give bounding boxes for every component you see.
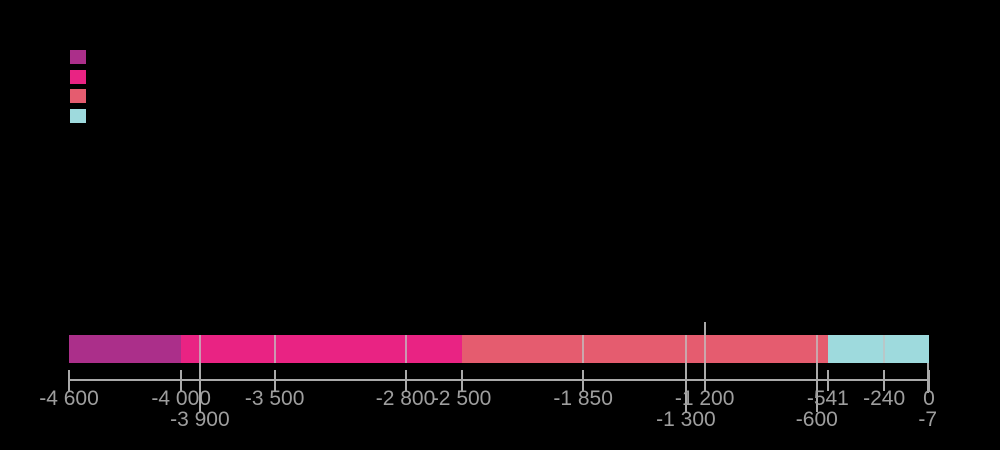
axis-tick [684,363,687,412]
bar-segment [827,335,929,363]
segment-divider [703,335,706,363]
axis-tick [180,370,183,391]
callout-line [703,322,706,335]
tick-label: -3 500 [244,387,305,410]
bar-segment [181,335,462,363]
segment-divider [198,335,201,363]
tick-label: -541 [806,387,849,410]
segment-divider [883,335,886,363]
axis-tick [404,370,407,391]
segment-divider [404,335,407,363]
axis-tick [883,370,886,391]
tick-label: -1 850 [553,387,613,410]
axis-tick [68,370,70,391]
x-axis-line [69,379,930,381]
axis-tick [926,363,929,393]
tick-label: -240 [863,387,906,410]
tick-label: -7 [918,408,938,431]
tick-label: -1 200 [674,387,735,410]
segment-divider [815,335,818,363]
legend-swatch [70,50,86,64]
legend-swatch [70,108,86,123]
axis-tick [703,363,706,391]
tick-label: -1 300 [656,408,716,431]
axis-tick [582,370,585,391]
segment-divider [273,335,276,363]
axis-tick [273,370,276,391]
era-bar [69,335,929,363]
axis-tick [460,370,463,391]
legend-swatch [70,69,86,84]
axis-tick [928,370,930,391]
tick-label: -600 [795,408,838,431]
tick-label: -3 900 [170,408,230,431]
legend-swatch [70,89,86,103]
tick-label: -2 500 [431,387,492,410]
segment-divider [684,335,687,363]
tick-label: -4 600 [39,387,99,410]
axis-tick [198,363,201,412]
bar-segment [69,335,182,363]
segment-divider [582,335,585,363]
axis-tick [826,370,829,391]
tick-label: -4 000 [151,387,211,410]
bar-segment [461,335,828,363]
tick-label: 0 [923,387,935,410]
tick-label: -2 800 [375,387,436,410]
axis-tick [815,363,818,412]
